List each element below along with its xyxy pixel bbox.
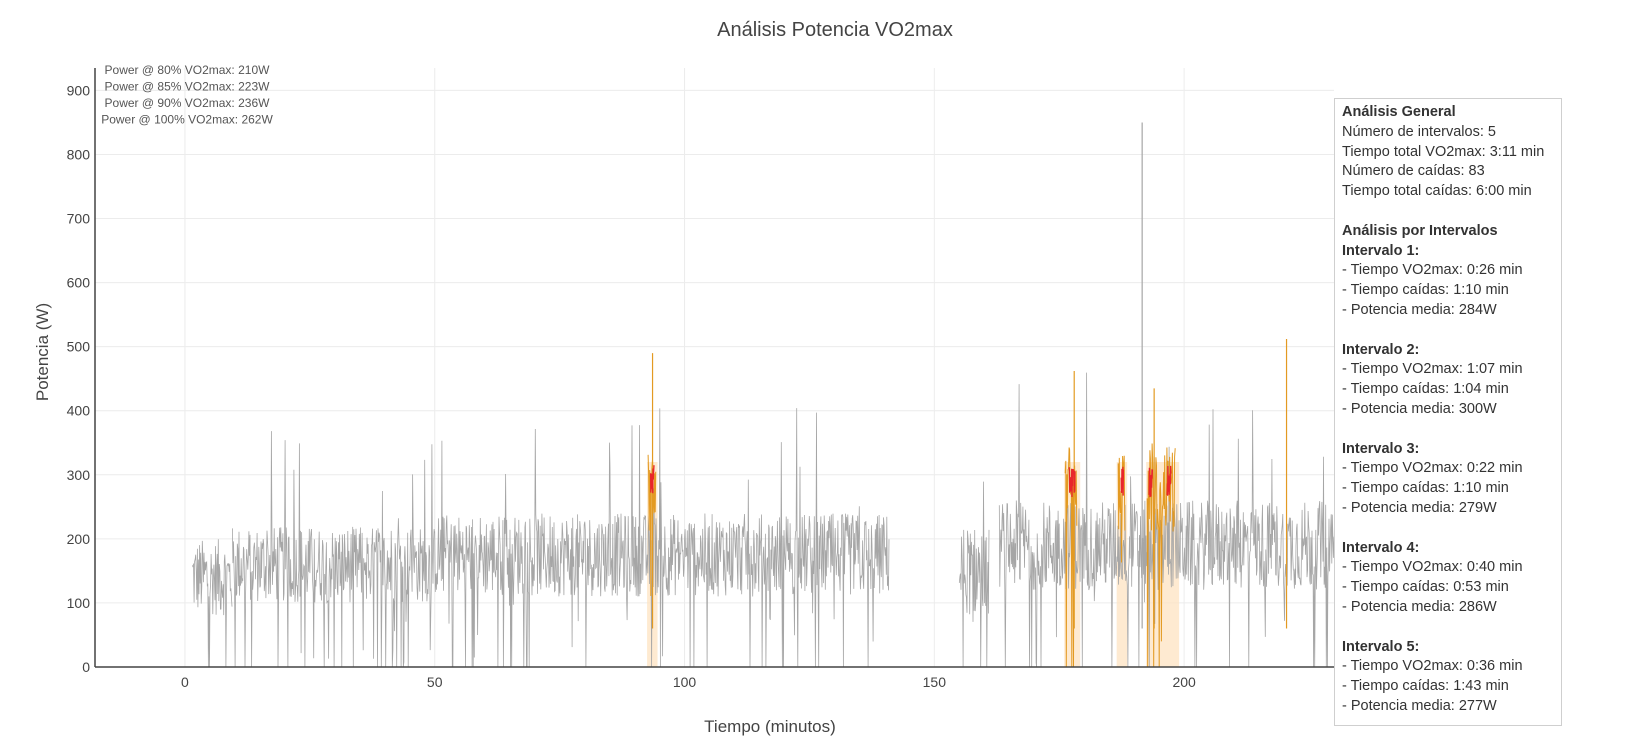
power-series <box>192 122 1335 668</box>
vo2max-drop-line <box>1068 467 1076 498</box>
power-threshold-label: Power @ 85% VO2max: 223W <box>105 80 271 94</box>
power-threshold-label: Power @ 80% VO2max: 210W <box>105 63 271 77</box>
y-tick-label: 200 <box>67 531 91 547</box>
general-line: Número de intervalos: 5 <box>1342 123 1496 140</box>
interval-line: - Potencia media: 277W <box>1342 697 1497 714</box>
y-tick-label: 300 <box>67 467 91 483</box>
vo2max-drop-line <box>1148 467 1154 498</box>
vo2max-interval-line <box>647 454 657 597</box>
vo2max-drop-line <box>1166 465 1172 496</box>
interval-title: Intervalo 1: <box>1342 242 1420 259</box>
interval-line: - Potencia media: 286W <box>1342 598 1497 615</box>
interval-line: - Tiempo VO2max: 1:07 min <box>1342 361 1523 378</box>
x-tick-label: 0 <box>181 674 189 690</box>
power-line-segment <box>634 408 890 668</box>
y-tick-label: 0 <box>82 659 90 675</box>
interval-line: - Tiempo caídas: 1:10 min <box>1342 282 1509 299</box>
y-axis-ticks: 0 100 200 300 400 500 600 700 800 900 <box>67 82 91 675</box>
vo2max-shaded-region <box>1116 461 1128 667</box>
y-tick-label: 700 <box>67 211 91 227</box>
vo2max-interval-line <box>1117 455 1126 563</box>
general-line: Tiempo total caídas: 6:00 min <box>1342 183 1532 200</box>
interval-title: Intervalo 5: <box>1342 638 1420 655</box>
axes <box>94 68 1334 668</box>
interval-line: - Tiempo caídas: 1:10 min <box>1342 480 1509 497</box>
vo2max-drop-line <box>1120 466 1125 496</box>
chart-title: Análisis Potencia VO2max <box>717 19 953 41</box>
x-tick-label: 150 <box>923 674 947 690</box>
general-line: Número de caídas: 83 <box>1342 163 1485 180</box>
y-tick-label: 900 <box>67 82 91 98</box>
y-tick-label: 800 <box>67 146 91 162</box>
interval-line: - Tiempo VO2max: 0:26 min <box>1342 262 1523 279</box>
vo2max-drop-line <box>649 465 655 494</box>
interval-analysis-title: Análisis por Intervalos <box>1342 222 1498 239</box>
power-threshold-label: Power @ 90% VO2max: 236W <box>105 96 271 110</box>
general-analysis-title: Análisis General <box>1342 104 1456 120</box>
x-tick-label: 50 <box>427 674 443 690</box>
interval-title: Intervalo 4: <box>1342 539 1420 556</box>
general-line: Tiempo total VO2max: 3:11 min <box>1342 143 1545 160</box>
interval-line: - Tiempo VO2max: 0:40 min <box>1342 559 1523 576</box>
x-axis-label: Tiempo (minutos) <box>704 717 836 736</box>
interval-line: - Tiempo caídas: 0:53 min <box>1342 579 1509 596</box>
y-axis-label: Potencia (W) <box>33 303 52 401</box>
interval-title: Intervalo 2: <box>1342 341 1420 358</box>
interval-title: Intervalo 3: <box>1342 440 1420 457</box>
power-threshold-annotations: Power @ 80% VO2max: 210W Power @ 85% VO2m… <box>101 63 273 127</box>
interval-line: - Potencia media: 279W <box>1342 499 1497 516</box>
y-tick-label: 100 <box>67 595 91 611</box>
power-line-segment <box>958 481 990 668</box>
y-tick-label: 400 <box>67 403 91 419</box>
grid-lines <box>95 68 1334 667</box>
interval-line: - Tiempo VO2max: 0:22 min <box>1342 460 1523 477</box>
interval-line: - Potencia media: 284W <box>1342 301 1497 318</box>
interval-line: - Tiempo caídas: 1:43 min <box>1342 678 1509 695</box>
power-line-segment <box>434 425 635 668</box>
analysis-summary-box: Análisis General Número de intervalos: 5… <box>1334 98 1562 726</box>
y-tick-label: 500 <box>67 339 91 355</box>
x-axis-ticks: 0 50 100 150 200 <box>181 674 1196 690</box>
interval-line: - Tiempo caídas: 1:04 min <box>1342 381 1509 398</box>
interval-line: - Potencia media: 300W <box>1342 400 1497 417</box>
power-line-segment <box>232 431 435 668</box>
power-line-segment <box>192 539 233 668</box>
x-tick-label: 100 <box>673 674 697 690</box>
interval-line: - Tiempo VO2max: 0:36 min <box>1342 658 1523 675</box>
y-tick-label: 600 <box>67 275 91 291</box>
power-threshold-label: Power @ 100% VO2max: 262W <box>101 113 273 127</box>
x-tick-label: 200 <box>1172 674 1196 690</box>
